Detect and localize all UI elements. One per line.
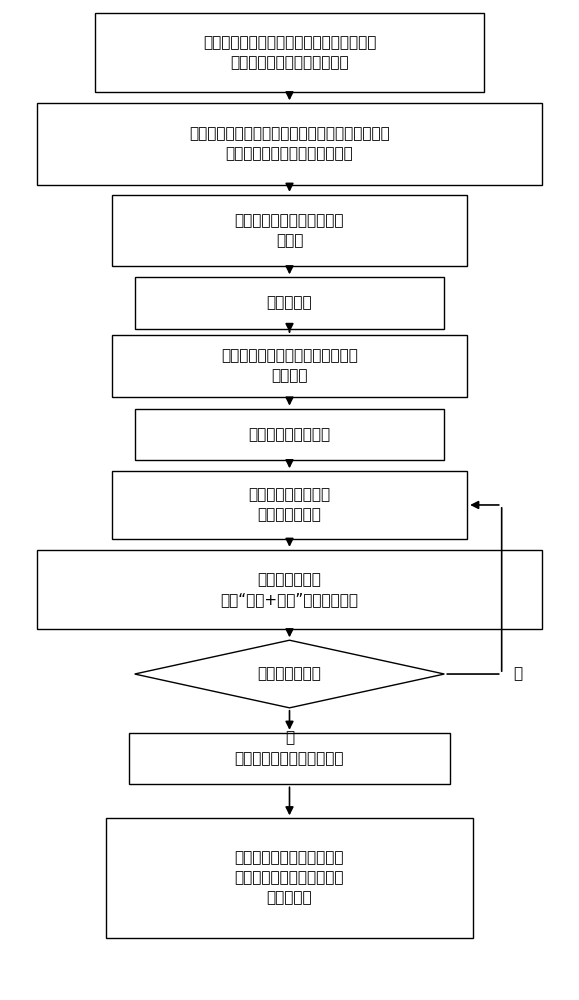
- Text: 否: 否: [513, 667, 522, 682]
- FancyBboxPatch shape: [112, 195, 467, 266]
- FancyBboxPatch shape: [112, 471, 467, 539]
- Text: 主惯导向子惯导传递位置、速度、
姿态矩阵: 主惯导向子惯导传递位置、速度、 姿态矩阵: [221, 348, 358, 383]
- Text: 利用卡尔曼滤波
进行“速度+姿态”匹配传递对准: 利用卡尔曼滤波 进行“速度+姿态”匹配传递对准: [221, 572, 358, 607]
- Text: 利用激光跟踪仪测定子、主惯导间的方位安装误差
角，作为方位安装误差角基准值: 利用激光跟踪仪测定子、主惯导间的方位安装误差 角，作为方位安装误差角基准值: [189, 127, 390, 161]
- Text: 同步采集子、主惯导
速度、姿态信息: 同步采集子、主惯导 速度、姿态信息: [248, 488, 331, 522]
- Text: 是: 是: [285, 730, 294, 745]
- FancyBboxPatch shape: [37, 103, 542, 185]
- Text: 滤波是否结束？: 滤波是否结束？: [258, 667, 321, 682]
- FancyBboxPatch shape: [37, 550, 542, 629]
- FancyBboxPatch shape: [106, 818, 473, 938]
- Text: 子惯导进行导航解算: 子惯导进行导航解算: [248, 427, 331, 442]
- Text: 子惯导开机: 子惯导开机: [267, 296, 312, 311]
- FancyBboxPatch shape: [135, 277, 444, 329]
- Text: 主惯导完成自对准，进入导
航状态: 主惯导完成自对准，进入导 航状态: [234, 213, 345, 248]
- FancyBboxPatch shape: [112, 335, 467, 397]
- FancyBboxPatch shape: [129, 733, 450, 784]
- Text: 存储方位安装误差角估计值: 存储方位安装误差角估计值: [234, 751, 345, 766]
- Text: 将子、主惯导共基座安装于同一铝板，构建
子、主惯导间方位安装失准角: 将子、主惯导共基座安装于同一铝板，构建 子、主惯导间方位安装失准角: [203, 35, 376, 70]
- FancyBboxPatch shape: [135, 409, 444, 460]
- Text: 通过对比方位安装误差角基
准值与估计值，实现传递对
准精度评估: 通过对比方位安装误差角基 准值与估计值，实现传递对 准精度评估: [234, 851, 345, 905]
- Polygon shape: [135, 640, 444, 708]
- FancyBboxPatch shape: [94, 13, 485, 92]
